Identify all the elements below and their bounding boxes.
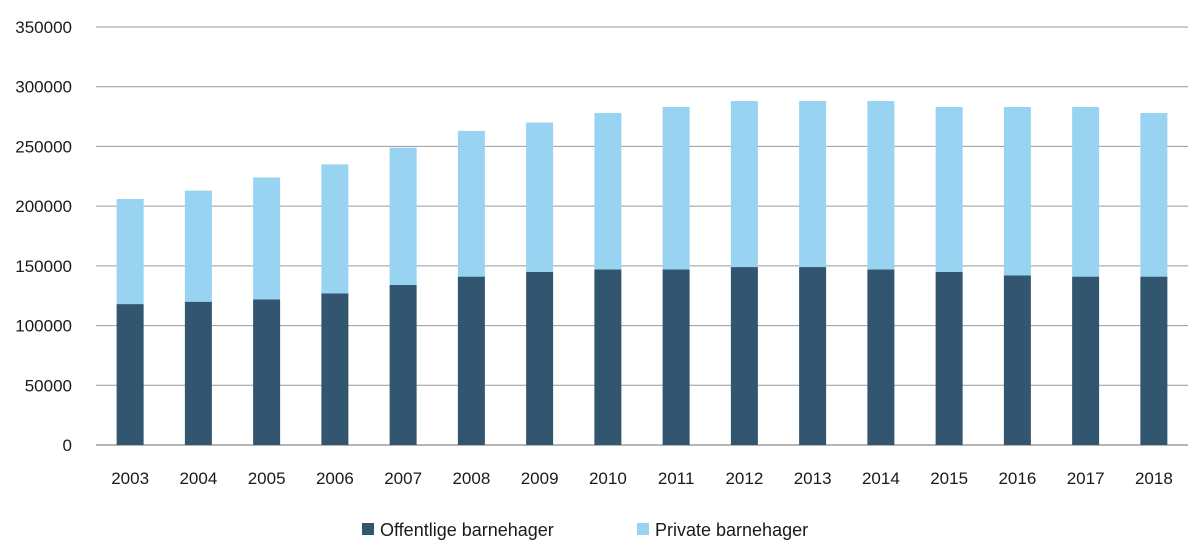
bar-private-2007: [389, 147, 417, 285]
bars: [116, 101, 1168, 445]
bar-offentlige-2012: [730, 267, 758, 445]
bar-private-2006: [321, 164, 349, 294]
x-tick-label: 2013: [794, 469, 832, 488]
bar-offentlige-2018: [1140, 276, 1168, 445]
x-tick-label: 2012: [725, 469, 763, 488]
legend-swatch: [637, 523, 649, 535]
bar-private-2008: [457, 130, 485, 277]
x-tick-label: 2004: [179, 469, 217, 488]
bar-offentlige-2005: [253, 299, 281, 445]
bar-offentlige-2011: [662, 269, 690, 445]
bar-offentlige-2003: [116, 304, 144, 445]
bar-private-2018: [1140, 112, 1168, 277]
bar-private-2005: [253, 177, 281, 300]
x-tick-label: 2007: [384, 469, 422, 488]
x-tick-label: 2011: [658, 469, 695, 488]
x-tick-label: 2015: [930, 469, 968, 488]
bar-private-2010: [594, 112, 622, 270]
bar-private-2003: [116, 198, 144, 305]
bar-private-2016: [1003, 107, 1031, 276]
y-tick-label: 100000: [15, 317, 72, 336]
bar-offentlige-2006: [321, 293, 349, 445]
bar-offentlige-2008: [457, 276, 485, 445]
x-tick-label: 2003: [111, 469, 149, 488]
y-tick-label: 350000: [15, 18, 72, 37]
y-tick-label: 0: [63, 436, 72, 455]
x-tick-label: 2009: [521, 469, 559, 488]
bar-offentlige-2007: [389, 284, 417, 445]
x-tick-label: 2010: [589, 469, 627, 488]
bar-offentlige-2014: [867, 269, 895, 445]
bar-offentlige-2015: [935, 271, 963, 445]
bar-private-2015: [935, 107, 963, 272]
legend-swatch: [362, 523, 374, 535]
legend-label: Offentlige barnehager: [380, 520, 554, 540]
legend-label: Private barnehager: [655, 520, 808, 540]
bar-private-2013: [799, 101, 827, 268]
bar-private-2012: [730, 101, 758, 268]
bar-private-2004: [184, 190, 212, 302]
y-tick-label: 200000: [15, 197, 72, 216]
x-axis-tick-labels: 2003 2004 2005 2006 2007 2008 2009 2010 2011 2012…: [111, 469, 1173, 488]
x-tick-label: 2006: [316, 469, 354, 488]
y-axis-tick-labels: 0 50000 100000 150000 200000 250000 300000 3500…: [15, 18, 72, 455]
x-tick-label: 2016: [998, 469, 1036, 488]
x-tick-label: 2014: [862, 469, 900, 488]
x-tick-label: 2008: [452, 469, 490, 488]
y-tick-label: 300000: [15, 78, 72, 97]
bar-offentlige-2009: [526, 271, 554, 445]
bar-offentlige-2010: [594, 269, 622, 445]
bar-offentlige-2017: [1072, 276, 1100, 445]
x-tick-label: 2018: [1135, 469, 1173, 488]
bar-private-2011: [662, 107, 690, 270]
bar-private-2017: [1072, 107, 1100, 277]
y-tick-label: 250000: [15, 137, 72, 156]
x-tick-label: 2005: [248, 469, 286, 488]
bar-offentlige-2013: [799, 267, 827, 445]
y-tick-label: 150000: [15, 257, 72, 276]
bar-private-2014: [867, 101, 895, 270]
bar-offentlige-2004: [184, 301, 212, 445]
bar-private-2009: [526, 122, 554, 272]
bar-offentlige-2016: [1003, 275, 1031, 445]
y-tick-label: 50000: [25, 376, 72, 395]
x-tick-label: 2017: [1067, 469, 1105, 488]
legend: Offentlige barnehager Private barnehager: [362, 520, 808, 540]
